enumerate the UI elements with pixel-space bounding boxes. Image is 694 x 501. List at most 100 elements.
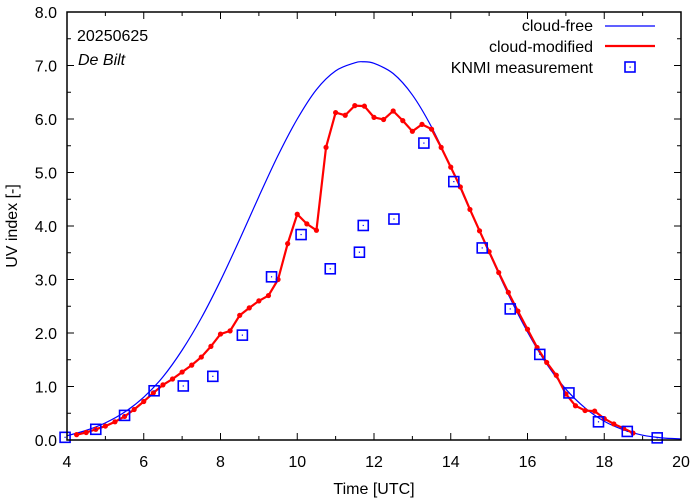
knmi-measurement-dot [95, 428, 97, 430]
knmi-measurement-dot [270, 276, 273, 278]
cloud-modified-point [342, 112, 348, 118]
cloud-modified-point [333, 109, 339, 116]
series-cloud-free [66, 61, 682, 440]
knmi-measurement-marker [533, 348, 546, 361]
cloud-modified-point [304, 221, 310, 227]
legend-swatch-knmi-measurement [624, 61, 636, 73]
legend-label-knmi-measurement: KNMI measurement [451, 60, 594, 77]
cloud-modified-point [572, 403, 579, 409]
x-axis-title: Time [UTC] [333, 481, 414, 498]
knmi-measurement-marker [357, 219, 370, 232]
x-tick-label: 10 [288, 454, 306, 471]
y-tick-labels: 0.0 1.0 2.0 3.0 4.0 5.0 6.0 7.0 8.0 [35, 5, 57, 450]
knmi-measurement-marker [236, 329, 249, 341]
knmi-measurement-dot [453, 180, 455, 183]
cloud-modified-point [198, 354, 204, 360]
knmi-measurement-marker [295, 228, 307, 241]
knmi-measurement-dot [481, 247, 483, 249]
cloud-modified-point [409, 128, 415, 134]
knmi-measurement-marker [89, 423, 102, 436]
cloud-modified-point [371, 114, 377, 120]
knmi-measurement-marker [177, 380, 190, 392]
cloud-modified-point [400, 118, 406, 124]
cloud-modified-point [505, 289, 511, 295]
knmi-measurement-marker [388, 213, 400, 225]
y-tick-label: 4.0 [35, 219, 57, 236]
x-tick-labels: 4 6 8 10 12 14 16 18 20 [63, 454, 690, 471]
cloud-modified-point [419, 121, 425, 127]
cloud-modified-point [582, 407, 588, 414]
y-tick-label: 0.0 [35, 433, 57, 450]
knmi-measurement-dot [329, 268, 331, 270]
cloud-free-line [66, 61, 682, 440]
cloud-modified-point [428, 126, 435, 132]
cloud-modified-point [390, 108, 396, 114]
x-tick-label: 18 [595, 454, 613, 471]
cloud-modified-point [256, 298, 262, 304]
date-annotation: 20250625 [77, 28, 148, 45]
cloud-modified-point [217, 331, 224, 337]
knmi-measurement-marker [651, 432, 664, 444]
x-tick-label: 12 [365, 454, 383, 471]
knmi-measurement-dot [393, 218, 395, 220]
knmi-measurement-dot [153, 390, 155, 392]
knmi-measurement-dot [300, 233, 302, 236]
cloud-modified-point [592, 408, 598, 414]
cloud-modified-point [524, 326, 531, 332]
knmi-measurement-marker [476, 242, 489, 254]
x-tick-label: 6 [139, 454, 148, 471]
knmi-measurement-marker [207, 370, 219, 383]
knmi-measurement-dot [423, 142, 425, 144]
y-tick-label: 3.0 [35, 273, 57, 290]
axis-ticks [66, 11, 682, 441]
cloud-modified-point [169, 376, 176, 382]
knmi-measurement-dot [358, 251, 361, 253]
location-annotation: De Bilt [78, 52, 126, 69]
cloud-modified-point [467, 206, 473, 213]
cloud-modified-point [544, 359, 550, 366]
cloud-modified-point [112, 419, 118, 425]
knmi-measurement-dot [568, 392, 570, 394]
series-cloud-modified [73, 103, 636, 438]
knmi-measurement-dot [597, 421, 600, 423]
cloud-modified-point [246, 305, 252, 311]
knmi-measurement-dot [64, 436, 66, 438]
knmi-measurement-dot [626, 430, 628, 433]
knmi-measurement-dot [241, 334, 243, 336]
cloud-modified-point [189, 362, 195, 368]
cloud-modified-point [313, 227, 320, 233]
knmi-measurement-marker [563, 387, 575, 399]
cloud-modified-point [102, 423, 108, 429]
cloud-modified-point [380, 116, 387, 123]
y-tick-label: 2.0 [35, 326, 57, 343]
series-knmi-measurement [59, 137, 664, 444]
cloud-modified-point [83, 429, 89, 436]
knmi-measurement-marker [621, 425, 634, 438]
cloud-modified-point [438, 144, 444, 150]
cloud-modified-point [227, 328, 233, 334]
knmi-measurement-dot [539, 353, 541, 355]
knmi-measurement-dot [123, 414, 126, 416]
cloud-modified-point [294, 211, 300, 217]
cloud-modified-point [208, 343, 214, 349]
cloud-modified-point [131, 406, 137, 413]
cloud-modified-point [448, 164, 454, 170]
y-tick-label: 8.0 [35, 5, 57, 22]
x-tick-label: 16 [519, 454, 537, 471]
knmi-measurement-marker [59, 431, 71, 444]
knmi-measurement-marker [148, 384, 160, 397]
knmi-measurement-marker [324, 262, 337, 275]
cloud-modified-point [496, 269, 502, 276]
cloud-modified-point [160, 382, 166, 388]
cloud-modified-point [515, 308, 521, 314]
knmi-measurement-marker [118, 409, 131, 422]
knmi-measurement-marker [265, 271, 278, 283]
knmi-measurement-marker [448, 175, 460, 188]
cloud-modified-point [476, 228, 483, 234]
cloud-modified-point [73, 432, 80, 438]
cloud-modified-point [361, 103, 368, 109]
y-tick-label: 7.0 [35, 59, 57, 76]
cloud-modified-point [150, 390, 156, 396]
cloud-modified-point [285, 241, 291, 247]
